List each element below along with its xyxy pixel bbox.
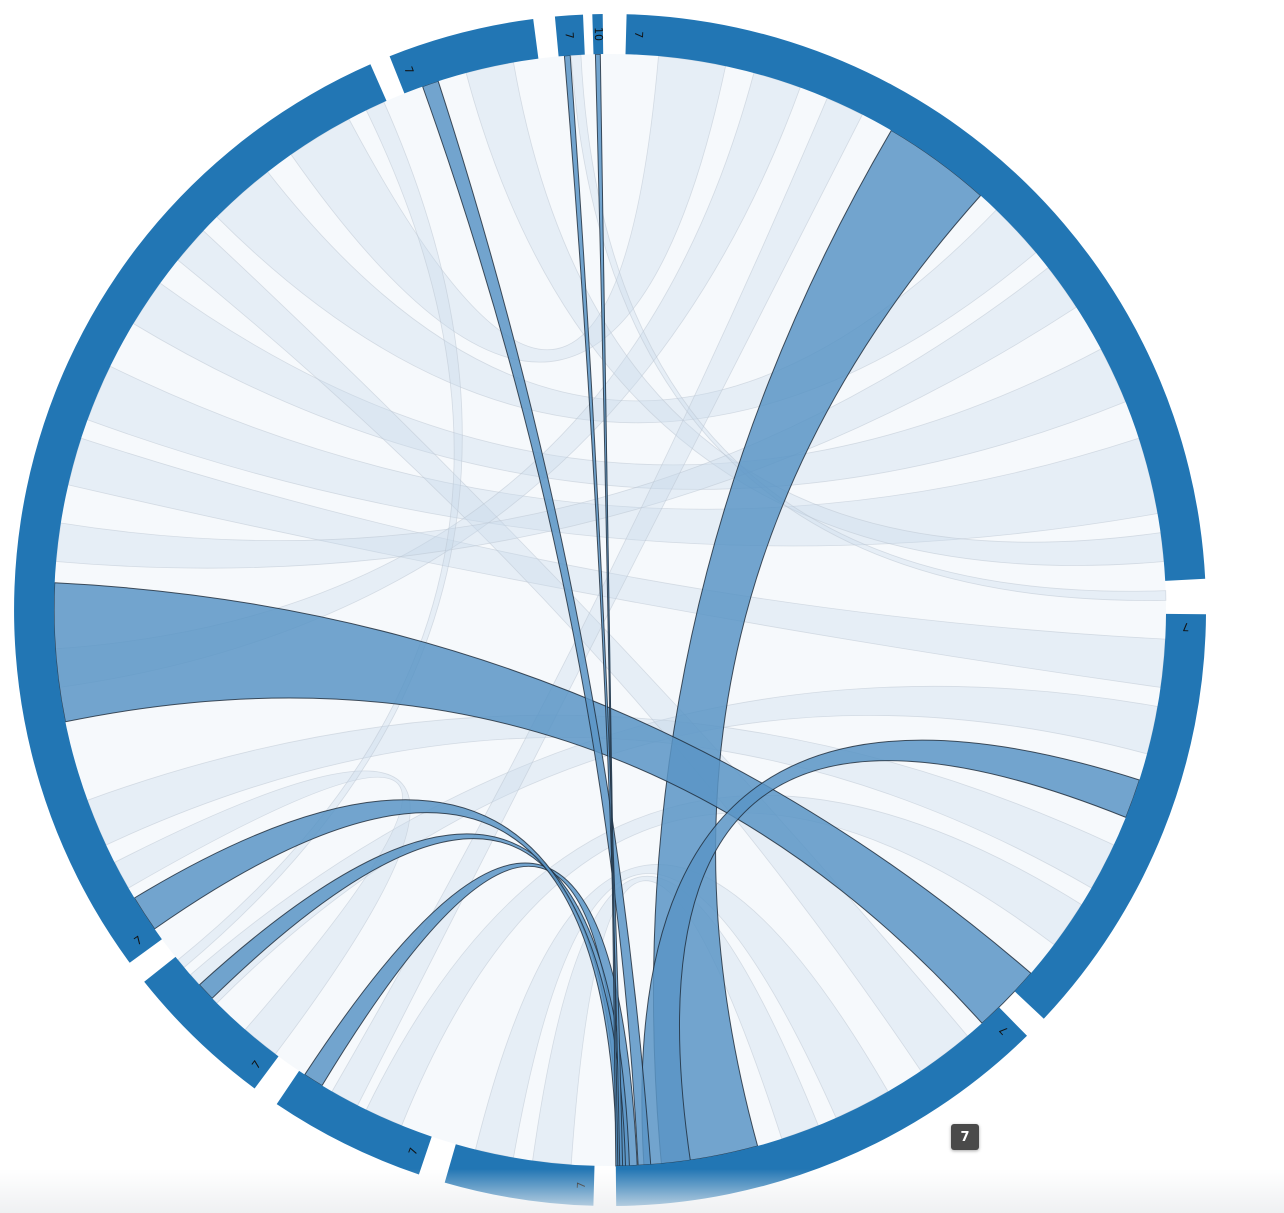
value-tooltip: 7 bbox=[951, 1124, 979, 1150]
highlighted-chord-4[interactable] bbox=[304, 862, 638, 1167]
group-arc-8[interactable] bbox=[389, 19, 539, 94]
faded-chord-17[interactable] bbox=[177, 101, 463, 968]
group-value-label-4: 7 bbox=[575, 1181, 588, 1189]
faded-chord-12[interactable] bbox=[465, 61, 1165, 566]
group-value-label-5: 7 bbox=[406, 1146, 421, 1157]
group-arc-9[interactable] bbox=[554, 14, 585, 57]
group-value-label-2: 7 bbox=[1182, 620, 1189, 633]
faded-chord-layer bbox=[54, 54, 1167, 1166]
faded-chord-16[interactable] bbox=[114, 770, 411, 1055]
group-value-label-8: 7 bbox=[401, 65, 416, 76]
group-arc-6[interactable] bbox=[144, 956, 279, 1089]
faded-chord-18[interactable] bbox=[570, 54, 1167, 601]
group-arc-10[interactable] bbox=[592, 14, 604, 55]
highlighted-chord-7[interactable] bbox=[421, 80, 652, 1166]
group-arc-3[interactable] bbox=[615, 1007, 1027, 1206]
highlighted-chord-layer bbox=[53, 53, 1141, 1167]
group-arc-2[interactable] bbox=[1014, 613, 1206, 1019]
highlighted-chord-1[interactable] bbox=[652, 129, 982, 1165]
group-value-label-9: 7 bbox=[563, 32, 576, 40]
highlighted-chord-9[interactable] bbox=[594, 53, 619, 1167]
highlighted-chord-6[interactable] bbox=[133, 799, 627, 1167]
group-value-label-10: 10 bbox=[592, 27, 605, 41]
group-arc-1[interactable] bbox=[625, 14, 1206, 581]
faded-chord-13[interactable] bbox=[55, 267, 1077, 569]
group-value-label-1: 7 bbox=[632, 31, 645, 39]
group-arc-5[interactable] bbox=[276, 1070, 432, 1175]
highlighted-chord-2[interactable] bbox=[53, 582, 1032, 1024]
